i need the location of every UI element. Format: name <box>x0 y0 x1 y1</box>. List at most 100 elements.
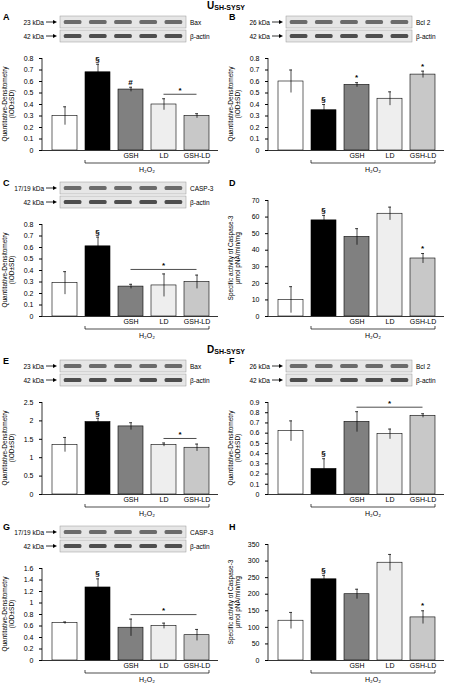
svg-text:H₂O₂: H₂O₂ <box>365 332 381 339</box>
svg-text:H₂O₂: H₂O₂ <box>365 166 381 173</box>
svg-text:*: * <box>421 244 425 253</box>
svg-text:CASP-3: CASP-3 <box>190 185 214 192</box>
svg-text:0.5: 0.5 <box>24 255 34 262</box>
svg-text:0.1: 0.1 <box>250 481 260 488</box>
svg-text:§: § <box>95 55 100 64</box>
svg-text:26 kDa: 26 kDa <box>249 19 270 26</box>
svg-text:Bcl 2: Bcl 2 <box>416 19 431 26</box>
svg-text:0.2: 0.2 <box>250 124 260 131</box>
svg-text:0.7: 0.7 <box>250 419 260 426</box>
svg-text:150: 150 <box>248 607 260 614</box>
svg-text:GSH-LD: GSH-LD <box>410 152 436 159</box>
svg-text:0.8: 0.8 <box>250 409 260 416</box>
svg-text:0.4: 0.4 <box>250 450 260 457</box>
svg-text:β-actin: β-actin <box>190 199 210 207</box>
svg-text:0.6: 0.6 <box>24 244 34 251</box>
svg-text:0.5: 0.5 <box>250 440 260 447</box>
svg-text:(IOD±SD): (IOD±SD) <box>8 90 16 118</box>
svg-text:H₂O₂: H₂O₂ <box>139 676 155 683</box>
svg-text:42 kDa: 42 kDa <box>249 377 270 384</box>
svg-text:26 kDa: 26 kDa <box>249 363 270 370</box>
svg-text:GSH: GSH <box>123 496 138 503</box>
svg-text:*: * <box>388 399 392 408</box>
svg-text:β-actin: β-actin <box>416 377 436 385</box>
svg-text:0.4: 0.4 <box>24 634 34 641</box>
svg-text:0.3: 0.3 <box>250 460 260 467</box>
svg-text:H₂O₂: H₂O₂ <box>365 676 381 683</box>
svg-text:0: 0 <box>30 657 34 664</box>
svg-text:0.5: 0.5 <box>24 89 34 96</box>
svg-text:§: § <box>95 409 100 418</box>
svg-text:0.8: 0.8 <box>24 611 34 618</box>
svg-text:H₂O₂: H₂O₂ <box>365 510 381 517</box>
svg-text:0.7: 0.7 <box>250 66 260 73</box>
svg-text:LD: LD <box>386 318 395 325</box>
svg-text:β-actin: β-actin <box>190 377 210 385</box>
svg-text:GSH-LD: GSH-LD <box>184 496 210 503</box>
svg-text:H₂O₂: H₂O₂ <box>139 332 155 339</box>
svg-text:*: * <box>421 62 425 71</box>
svg-text:LD: LD <box>160 152 169 159</box>
svg-text:0: 0 <box>256 657 260 664</box>
svg-text:10: 10 <box>252 296 260 303</box>
svg-text:0.7: 0.7 <box>24 66 34 73</box>
svg-text:Bax: Bax <box>190 363 202 370</box>
svg-text:LD: LD <box>386 662 395 669</box>
svg-text:LD: LD <box>160 662 169 669</box>
svg-text:(IOD±SD): (IOD±SD) <box>8 600 16 628</box>
svg-text:§: § <box>95 228 100 237</box>
svg-text:§: § <box>321 95 326 104</box>
svg-text:0.2: 0.2 <box>24 124 34 131</box>
svg-text:1.4: 1.4 <box>24 576 34 583</box>
svg-text:*: * <box>162 606 166 615</box>
svg-text:GSH-LD: GSH-LD <box>184 318 210 325</box>
svg-text:§: § <box>321 449 326 458</box>
svg-text:0.2: 0.2 <box>250 470 260 477</box>
svg-text:40: 40 <box>252 246 260 253</box>
svg-text:β-actin: β-actin <box>416 33 436 41</box>
svg-text:42 kDa: 42 kDa <box>249 33 270 40</box>
svg-text:250: 250 <box>248 574 260 581</box>
svg-text:20: 20 <box>252 280 260 287</box>
svg-text:(IOD±SD): (IOD±SD) <box>8 256 16 284</box>
svg-text:17/19 kDa: 17/19 kDa <box>14 529 44 536</box>
svg-text:§: § <box>321 566 326 575</box>
svg-text:30: 30 <box>252 263 260 270</box>
svg-text:*: * <box>178 86 182 95</box>
svg-text:GSH: GSH <box>123 152 138 159</box>
svg-text:β-actin: β-actin <box>190 543 210 551</box>
svg-text:(IOD±SD): (IOD±SD) <box>234 434 242 462</box>
svg-text:1.5: 1.5 <box>24 436 34 443</box>
svg-text:(IOD±SD): (IOD±SD) <box>8 434 16 462</box>
svg-text:0.2: 0.2 <box>24 290 34 297</box>
svg-text:2: 2 <box>30 417 34 424</box>
svg-text:GSH-LD: GSH-LD <box>184 662 210 669</box>
svg-text:β-actin: β-actin <box>190 33 210 41</box>
svg-text:0.3: 0.3 <box>24 112 34 119</box>
svg-text:70: 70 <box>252 197 260 204</box>
svg-text:GSH: GSH <box>123 318 138 325</box>
svg-text:0.8: 0.8 <box>24 221 34 228</box>
svg-text:60: 60 <box>252 213 260 220</box>
svg-text:GSH: GSH <box>349 152 364 159</box>
svg-text:0: 0 <box>256 491 260 498</box>
svg-text:0.7: 0.7 <box>24 232 34 239</box>
svg-text:0.4: 0.4 <box>24 267 34 274</box>
svg-text:H₂O₂: H₂O₂ <box>139 166 155 173</box>
svg-text:50: 50 <box>252 640 260 647</box>
svg-text:GSH-LD: GSH-LD <box>410 318 436 325</box>
svg-text:1.6: 1.6 <box>24 565 34 572</box>
svg-text:17/19 kDa: 17/19 kDa <box>14 185 44 192</box>
svg-text:0.1: 0.1 <box>250 135 260 142</box>
svg-text:µmol pNA/min/mg: µmol pNA/min/mg <box>234 232 242 284</box>
svg-text:LD: LD <box>386 152 395 159</box>
svg-text:LD: LD <box>386 496 395 503</box>
svg-text:GSH-LD: GSH-LD <box>410 496 436 503</box>
svg-text:300: 300 <box>248 557 260 564</box>
svg-text:GSH-LD: GSH-LD <box>184 152 210 159</box>
svg-text:1.2: 1.2 <box>24 588 34 595</box>
svg-text:GSH: GSH <box>123 662 138 669</box>
svg-text:100: 100 <box>248 624 260 631</box>
svg-text:42 kDa: 42 kDa <box>23 543 44 550</box>
svg-text:0.3: 0.3 <box>24 278 34 285</box>
